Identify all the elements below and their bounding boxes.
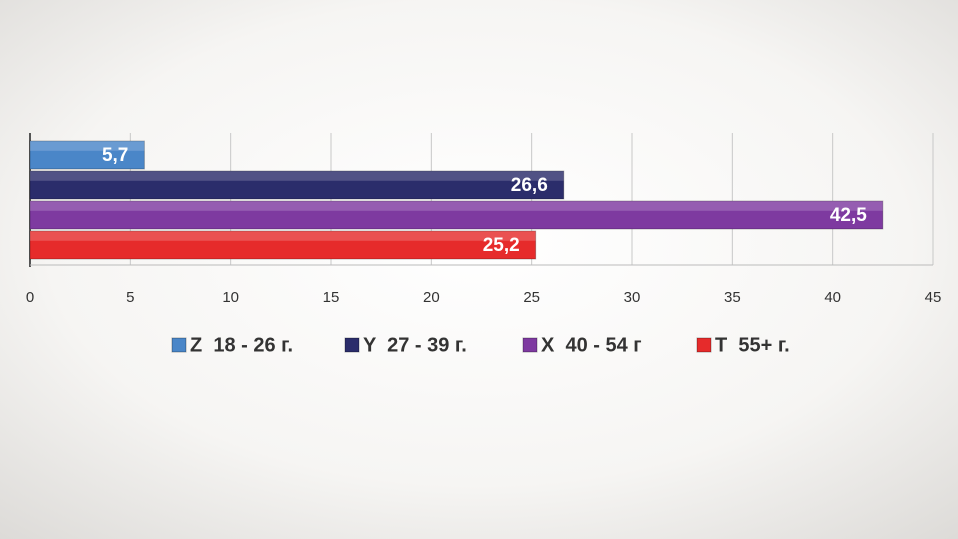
bar xyxy=(29,140,145,170)
legend-marker xyxy=(522,337,538,353)
x-tick-label: 0 xyxy=(26,289,34,306)
value-label: 26,6 xyxy=(511,175,548,196)
x-tick-label: 35 xyxy=(724,289,741,306)
bar xyxy=(29,200,884,230)
value-label: 25,2 xyxy=(483,235,520,256)
x-tick-label: 30 xyxy=(624,289,641,306)
legend-marker xyxy=(171,337,187,353)
bar-highlight xyxy=(30,171,564,181)
x-tick-label: 5 xyxy=(126,289,134,306)
bar xyxy=(29,230,537,260)
legend-marker xyxy=(696,337,712,353)
bar-highlight xyxy=(30,231,536,241)
bar-highlight xyxy=(30,141,145,151)
legend-label: X 40 - 54 г xyxy=(541,334,642,356)
legend-label: Z 18 - 26 г. xyxy=(190,334,293,356)
x-tick-label: 10 xyxy=(222,289,239,306)
legend-label: T 55+ г. xyxy=(715,334,790,356)
x-tick-label: 20 xyxy=(423,289,440,306)
legend-marker xyxy=(344,337,360,353)
value-label: 5,7 xyxy=(102,145,128,166)
x-tick-label: 40 xyxy=(824,289,841,306)
bar-highlight xyxy=(30,201,883,211)
value-label: 42,5 xyxy=(830,205,867,226)
x-tick-label: 25 xyxy=(523,289,540,306)
x-tick-label: 15 xyxy=(323,289,340,306)
bar xyxy=(29,170,565,200)
x-tick-label: 45 xyxy=(925,289,942,306)
legend-label: Y 27 - 39 г. xyxy=(363,334,467,356)
